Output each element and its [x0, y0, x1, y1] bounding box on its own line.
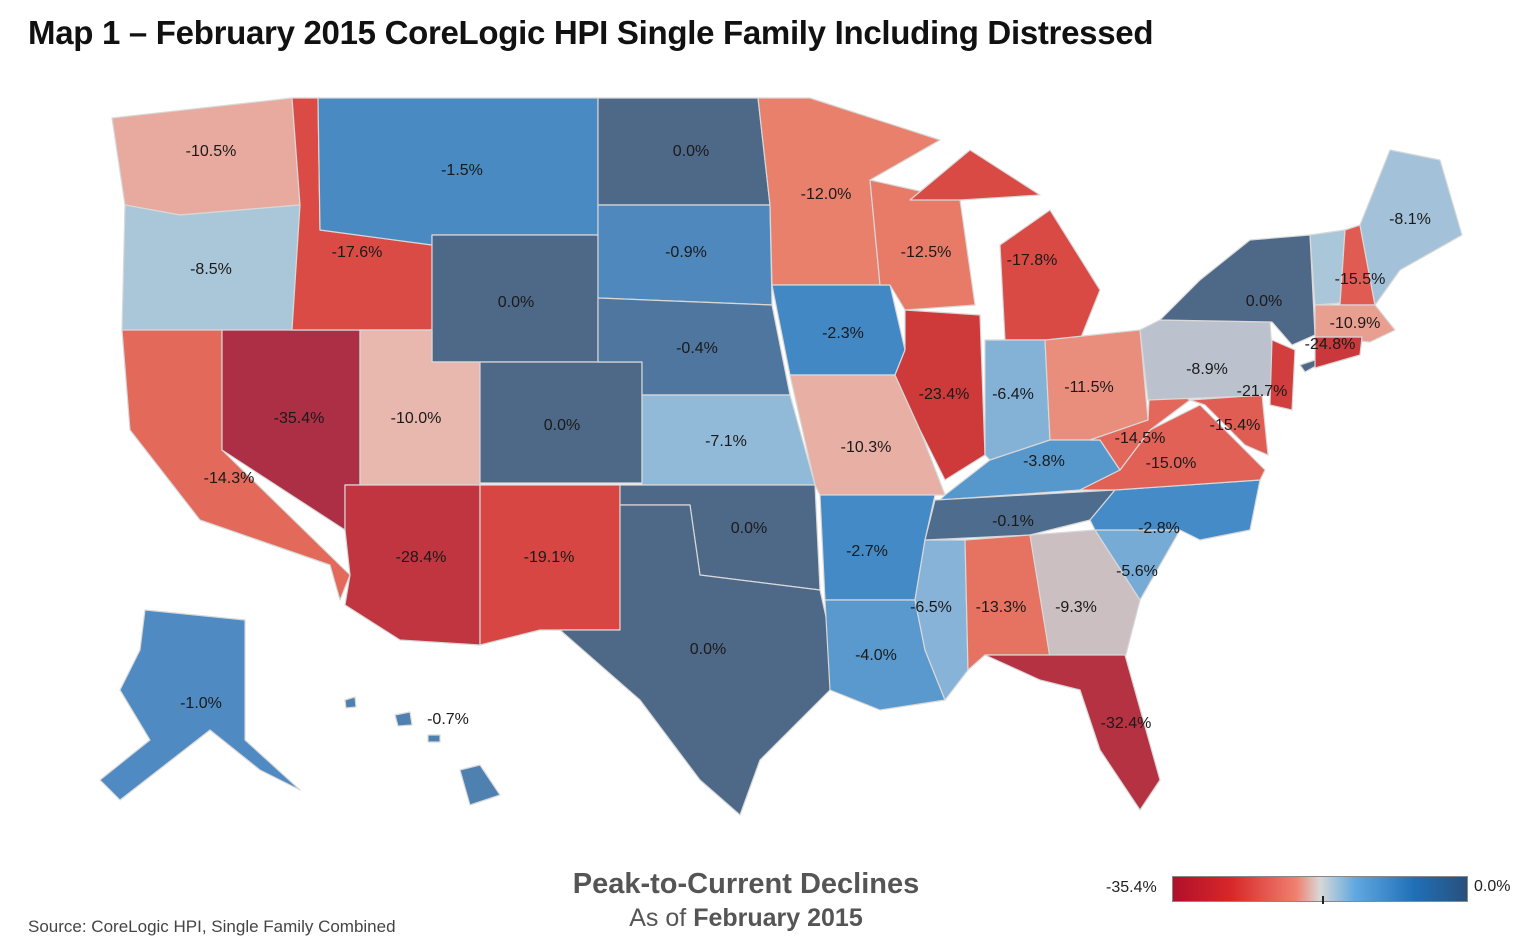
state-value-label: -13.3%: [976, 599, 1027, 616]
state-value-label: -7.1%: [705, 433, 747, 450]
state-value-label: -2.3%: [822, 325, 864, 342]
state-value-label: -0.4%: [676, 340, 718, 357]
state-value-label: -2.8%: [1138, 520, 1180, 537]
state-mi: [909, 149, 1101, 341]
state-shape: [1089, 479, 1261, 541]
us-choropleth-map: -10.5% -8.5% -14.3% -35.4% -17.6% -1.5% 0.0% -1…: [99, 97, 1463, 816]
state-value-label: -10.5%: [186, 143, 237, 160]
state-value-label: -24.8%: [1305, 336, 1356, 353]
state-value-label: -10.3%: [841, 439, 892, 456]
state-shape: [984, 654, 1161, 811]
state-ct: [1314, 336, 1363, 369]
state-shape: [99, 609, 301, 801]
state-value-label: -12.0%: [801, 186, 852, 203]
state-shape: [1159, 234, 1316, 346]
state-value-label: -3.8%: [1023, 453, 1065, 470]
state-shape: [344, 696, 357, 709]
state-shape: [999, 209, 1101, 341]
state-value-label: -23.4%: [919, 386, 970, 403]
state-shape: [1029, 529, 1141, 659]
state-value-label: 0.0%: [1246, 293, 1282, 310]
state-value-label: -10.0%: [391, 410, 442, 427]
state-nj: [1269, 339, 1296, 411]
state-shape: [894, 309, 986, 481]
state-shape: [1314, 336, 1363, 369]
state-value-label: 0.0%: [731, 520, 767, 537]
state-vt: [1309, 229, 1346, 306]
source-note: Source: CoreLogic HPI, Single Family Com…: [28, 917, 396, 936]
state-value-label: -19.1%: [524, 549, 575, 566]
state-wv: [1089, 379, 1191, 471]
state-il: [894, 309, 986, 481]
legend-color-scale: [1172, 876, 1468, 902]
state-value-label: -15.5%: [1335, 271, 1386, 288]
state-value-label: -6.4%: [992, 386, 1034, 403]
state-value-label: -15.4%: [1210, 417, 1261, 434]
state-value-label: -6.5%: [910, 599, 952, 616]
state-value-label: -11.5%: [1064, 379, 1114, 396]
state-shape: [909, 149, 1041, 201]
state-nc: [1089, 479, 1261, 541]
state-shape: [924, 489, 1116, 541]
state-value-label: -0.1%: [992, 513, 1034, 530]
state-shape: [1309, 229, 1346, 306]
map-title: Map 1 – February 2015 CoreLogic HPI Sing…: [28, 14, 1154, 51]
legend-subtitle-prefix: As of: [629, 904, 687, 932]
state-value-label: -1.0%: [180, 695, 222, 712]
state-tn: [924, 489, 1116, 541]
state-value-label: -8.1%: [1389, 211, 1431, 228]
state-shape: [559, 504, 841, 816]
state-value-label: -14.3%: [204, 470, 255, 487]
state-value-label: -17.6%: [332, 244, 383, 261]
state-value-label: -4.0%: [855, 647, 897, 664]
state-value-label: -5.6%: [1116, 563, 1158, 580]
state-value-label: -15.0%: [1146, 455, 1197, 472]
state-value-label: -9.3%: [1055, 599, 1097, 616]
state-shape: [1089, 379, 1191, 471]
state-shape: [394, 711, 413, 727]
state-shape: [427, 734, 441, 743]
state-ma: [1314, 304, 1396, 343]
state-value-label: -35.4%: [274, 410, 325, 427]
state-hi: [344, 696, 501, 806]
state-value-label: 0.0%: [544, 417, 580, 434]
legend-max-label: 0.0%: [1474, 878, 1511, 895]
legend-subtitle: As of February 2015: [0, 904, 1492, 933]
legend-title: Peak-to-Current Declines: [572, 868, 920, 900]
legend-midpoint-tick: [1322, 896, 1324, 904]
state-ga: [1029, 529, 1141, 659]
state-value-label: -17.8%: [1007, 252, 1058, 269]
state-value-label: -10.9%: [1330, 315, 1381, 332]
state-value-label: -14.5%: [1115, 430, 1166, 447]
state-ak: [99, 609, 301, 801]
legend-subtitle-date: February 2015: [693, 904, 863, 932]
legend-min-label: -35.4%: [1106, 879, 1157, 896]
state-shape: [459, 764, 501, 806]
state-value-label: -8.9%: [1186, 361, 1228, 378]
state-tx: [559, 504, 841, 816]
state-value-label: 0.0%: [673, 143, 709, 160]
state-shape: [1314, 304, 1396, 343]
state-value-label: -32.4%: [1101, 715, 1152, 732]
state-value-label: 0.0%: [690, 641, 726, 658]
state-value-label: -12.5%: [901, 244, 952, 261]
state-value-label: -1.5%: [441, 162, 483, 179]
state-value-label: -0.9%: [665, 244, 707, 261]
state-value-label: -21.7%: [1237, 383, 1288, 400]
state-value-label: -28.4%: [396, 549, 447, 566]
state-shape: [1269, 339, 1296, 411]
state-value-label: -2.7%: [846, 543, 888, 560]
state-fl: [984, 654, 1161, 811]
state-value-label: -0.7%: [427, 711, 469, 728]
state-value-label: 0.0%: [498, 294, 534, 311]
state-value-label: -8.5%: [190, 261, 232, 278]
